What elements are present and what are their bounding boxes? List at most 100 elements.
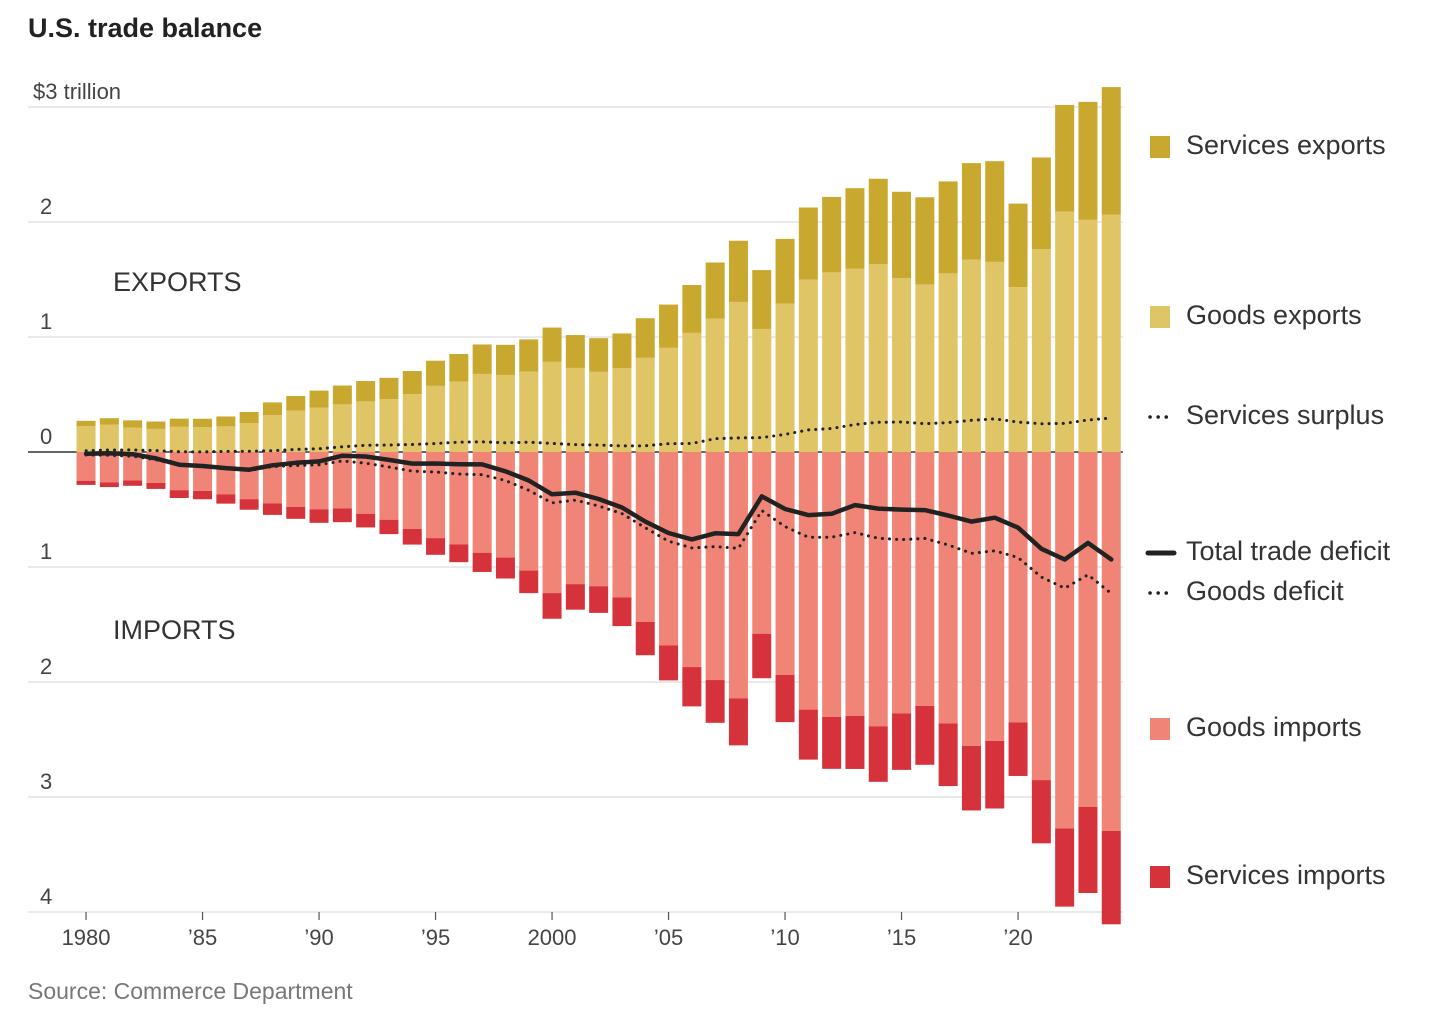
bar [379, 452, 399, 520]
bar [1101, 87, 1121, 215]
bar [542, 593, 562, 619]
bar [1008, 722, 1028, 776]
bar [682, 332, 702, 452]
bar [1078, 101, 1098, 220]
bar [495, 374, 515, 452]
bar [728, 452, 748, 699]
bar [216, 426, 236, 452]
bar [1008, 203, 1028, 288]
bar [262, 415, 282, 452]
chart-title: U.S. trade balance [28, 13, 262, 43]
bar [309, 509, 329, 523]
bar [262, 503, 282, 515]
legend-swatch [1150, 136, 1170, 158]
bar [822, 452, 842, 717]
bar [915, 197, 935, 285]
y-tick-label: 1 [40, 309, 52, 334]
bar [495, 452, 515, 558]
bar [356, 381, 376, 402]
bar [985, 740, 1005, 809]
x-tick-label: ’15 [887, 925, 916, 950]
bar [938, 181, 958, 274]
bar [868, 726, 888, 782]
y-tick-label: 0 [40, 424, 52, 449]
bar [1101, 830, 1121, 925]
legend-label: Services exports [1186, 130, 1386, 160]
bar [659, 645, 679, 681]
bar [519, 371, 539, 452]
bar [332, 508, 352, 523]
bar [635, 357, 655, 452]
bar [379, 399, 399, 452]
bar [426, 385, 446, 452]
bar [146, 428, 166, 452]
bar [892, 452, 912, 714]
bar [495, 344, 515, 375]
x-tick-label: ’10 [770, 925, 799, 950]
bar [123, 480, 143, 486]
bar [752, 452, 772, 634]
bar [705, 262, 725, 319]
legend-swatch [1150, 718, 1170, 740]
bar [985, 261, 1005, 452]
bar [193, 490, 213, 500]
bar [752, 328, 772, 452]
bar [985, 161, 1005, 262]
bar [822, 196, 842, 273]
line-solid [83, 451, 1114, 562]
bar [728, 240, 748, 302]
bar [495, 557, 515, 579]
legend-label: Services imports [1186, 860, 1386, 890]
bar [123, 452, 143, 481]
bar [752, 633, 772, 679]
bar [332, 452, 352, 509]
bar [169, 490, 189, 498]
bar [1031, 157, 1051, 250]
bar [239, 452, 259, 500]
line-dotted [84, 416, 1113, 454]
y-tick-label: 3 [40, 769, 52, 794]
bar [682, 452, 702, 668]
bar [892, 191, 912, 279]
bar [705, 680, 725, 723]
bar [612, 333, 632, 369]
bar [635, 621, 655, 656]
bar [1031, 249, 1051, 452]
bar [822, 716, 842, 769]
bar [449, 452, 469, 545]
legend-swatch [1150, 866, 1170, 888]
bar [379, 377, 399, 400]
bar [1031, 780, 1051, 844]
bar [589, 586, 609, 613]
bar [146, 482, 166, 489]
bar [1078, 452, 1098, 808]
legend-item: Goods imports [1150, 712, 1362, 742]
legend-item: Services surplus [1148, 400, 1384, 430]
bar [565, 452, 585, 585]
bar [286, 395, 306, 411]
x-tick-label: ’20 [1003, 925, 1032, 950]
bar [1008, 452, 1028, 723]
bar [868, 178, 888, 264]
y-tick-label: 2 [40, 654, 52, 679]
legend-item: Goods deficit [1148, 576, 1344, 606]
bar [938, 452, 958, 724]
lines [83, 416, 1114, 595]
bar [542, 452, 562, 594]
y-tick-label: 1 [40, 539, 52, 564]
bar [309, 407, 329, 452]
bar [76, 480, 96, 485]
bar [123, 420, 143, 428]
bar [216, 494, 236, 504]
bar [519, 452, 539, 571]
bar [659, 347, 679, 452]
bar [728, 698, 748, 746]
bar [286, 506, 306, 519]
bar [193, 427, 213, 452]
bar [682, 667, 702, 707]
legend-item: Services exports [1150, 130, 1386, 160]
bar [938, 723, 958, 787]
bar [845, 188, 865, 269]
bar [915, 452, 935, 706]
